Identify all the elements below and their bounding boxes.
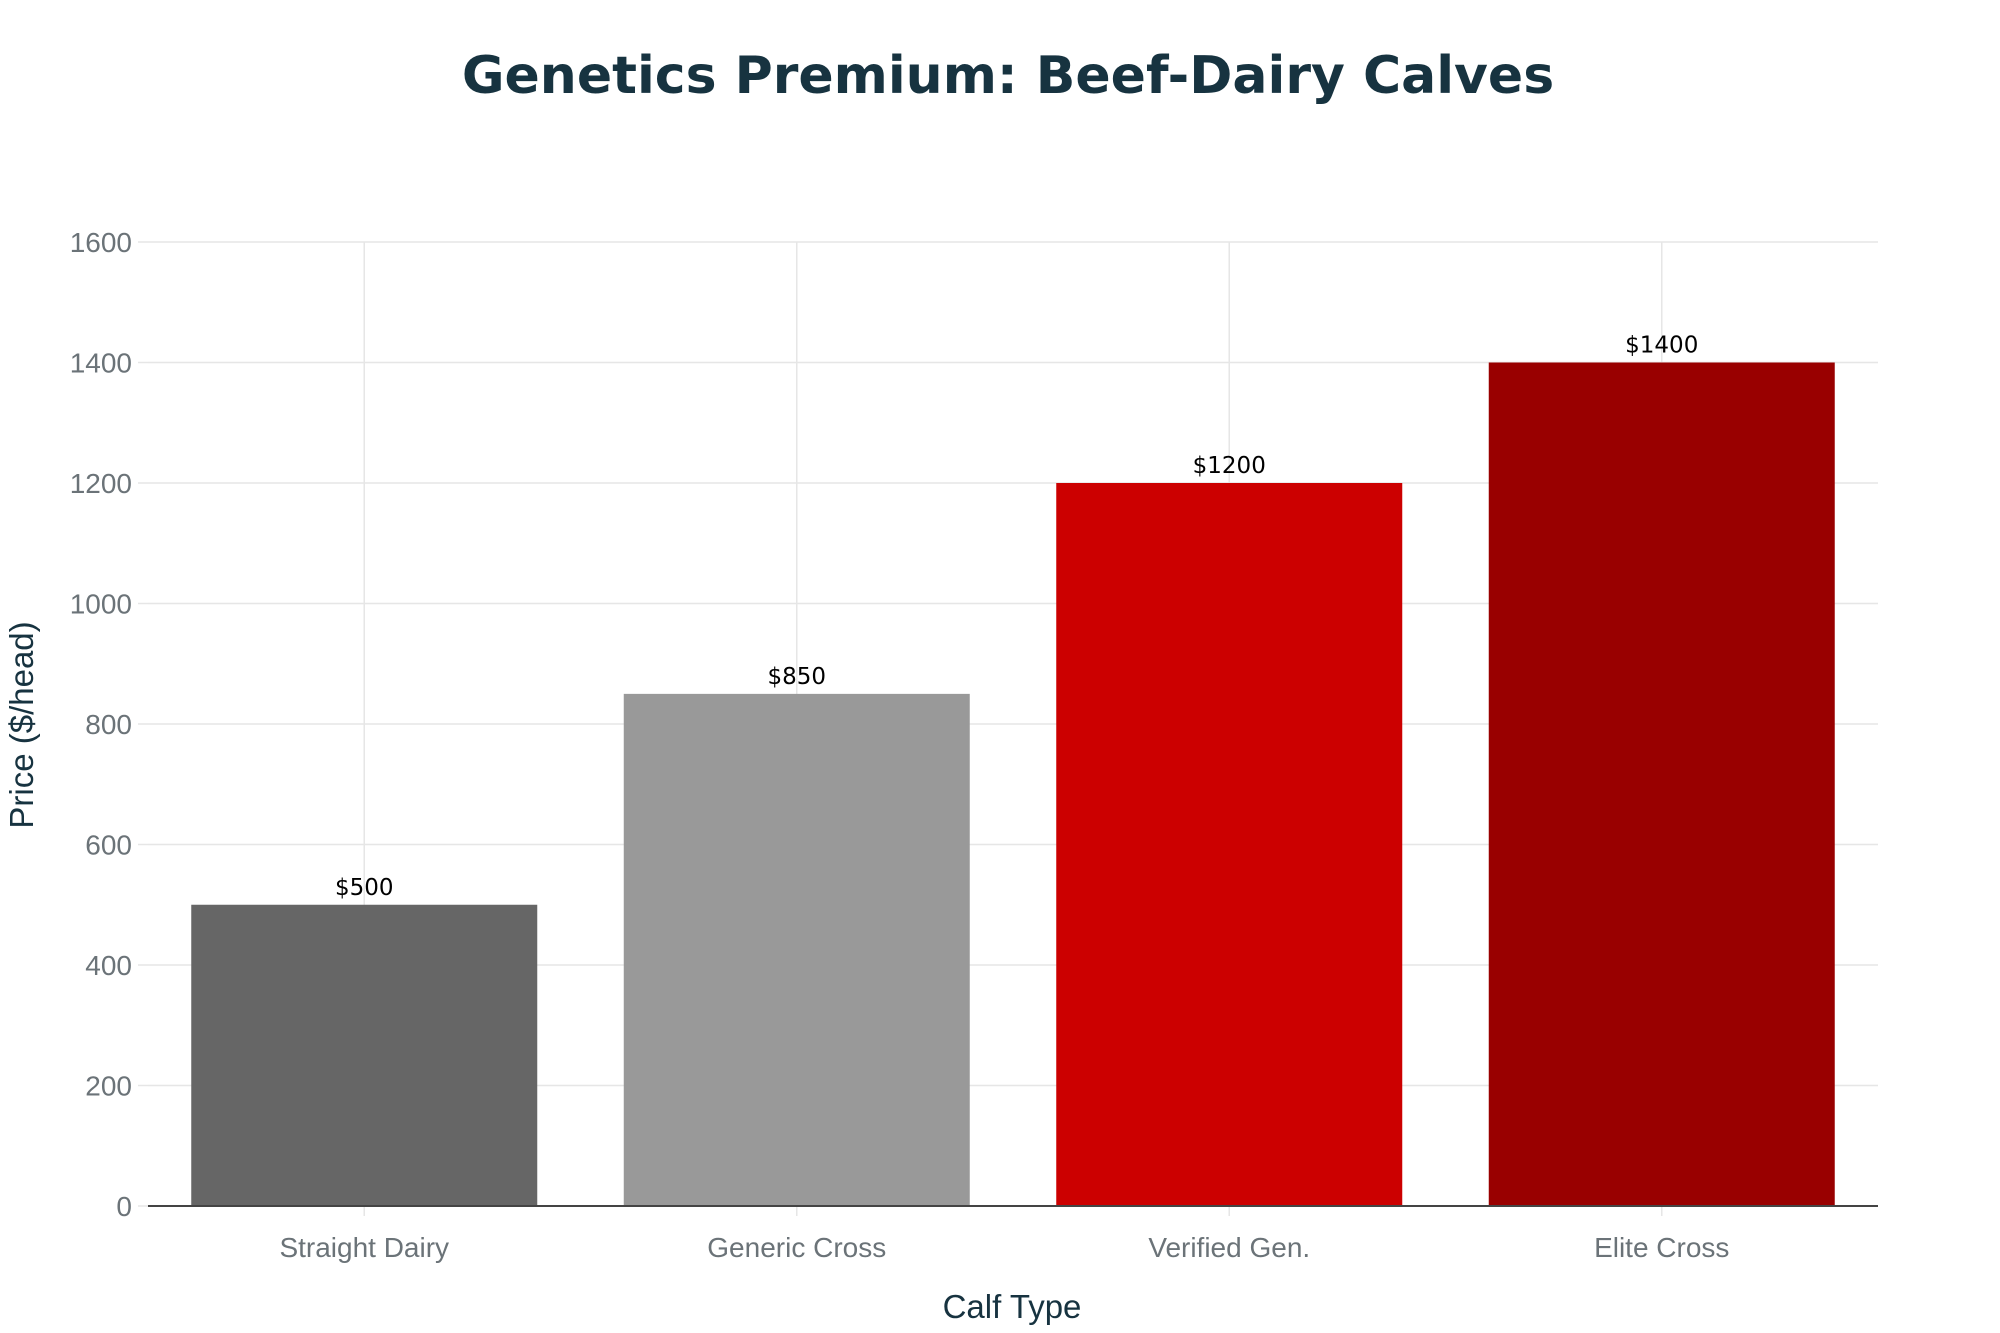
bar-value-label: $1200 [1193, 453, 1266, 479]
x-axis-title: Calf Type [943, 1288, 1082, 1325]
bar [191, 904, 538, 1206]
y-axis-title: Price ($/head) [3, 621, 40, 828]
bar-value-label: $850 [767, 664, 826, 690]
bars [191, 362, 1835, 1206]
x-tick-label: Verified Gen. [1148, 1232, 1310, 1263]
y-tick-label: 1400 [70, 348, 132, 379]
bar-value-labels: $500 $850 $1200 $1400 [335, 333, 1698, 901]
y-tick-label: 800 [85, 709, 132, 740]
y-tick-label: 400 [85, 950, 132, 981]
bar-value-label: $500 [335, 875, 394, 901]
x-tick-label: Elite Cross [1594, 1232, 1729, 1263]
axes: 0 200 400 600 800 1000 1200 1400 1600 Straight Da… [70, 227, 1878, 1263]
y-tick-label: 600 [85, 830, 132, 861]
x-tick-label: Straight Dairy [279, 1232, 449, 1263]
bar [623, 693, 970, 1206]
y-tick-label: 1000 [70, 589, 132, 620]
bar-value-label: $1400 [1625, 333, 1698, 359]
x-tick-label: Generic Cross [707, 1232, 886, 1263]
bar [1056, 483, 1403, 1206]
y-tick-label: 0 [116, 1191, 132, 1222]
bar [1488, 362, 1835, 1206]
chart-title: Genetics Premium: Beef-Dairy Calves [462, 46, 1554, 106]
y-tick-label: 1200 [70, 468, 132, 499]
y-tick-label: 1600 [70, 227, 132, 258]
y-tick-label: 200 [85, 1071, 132, 1102]
